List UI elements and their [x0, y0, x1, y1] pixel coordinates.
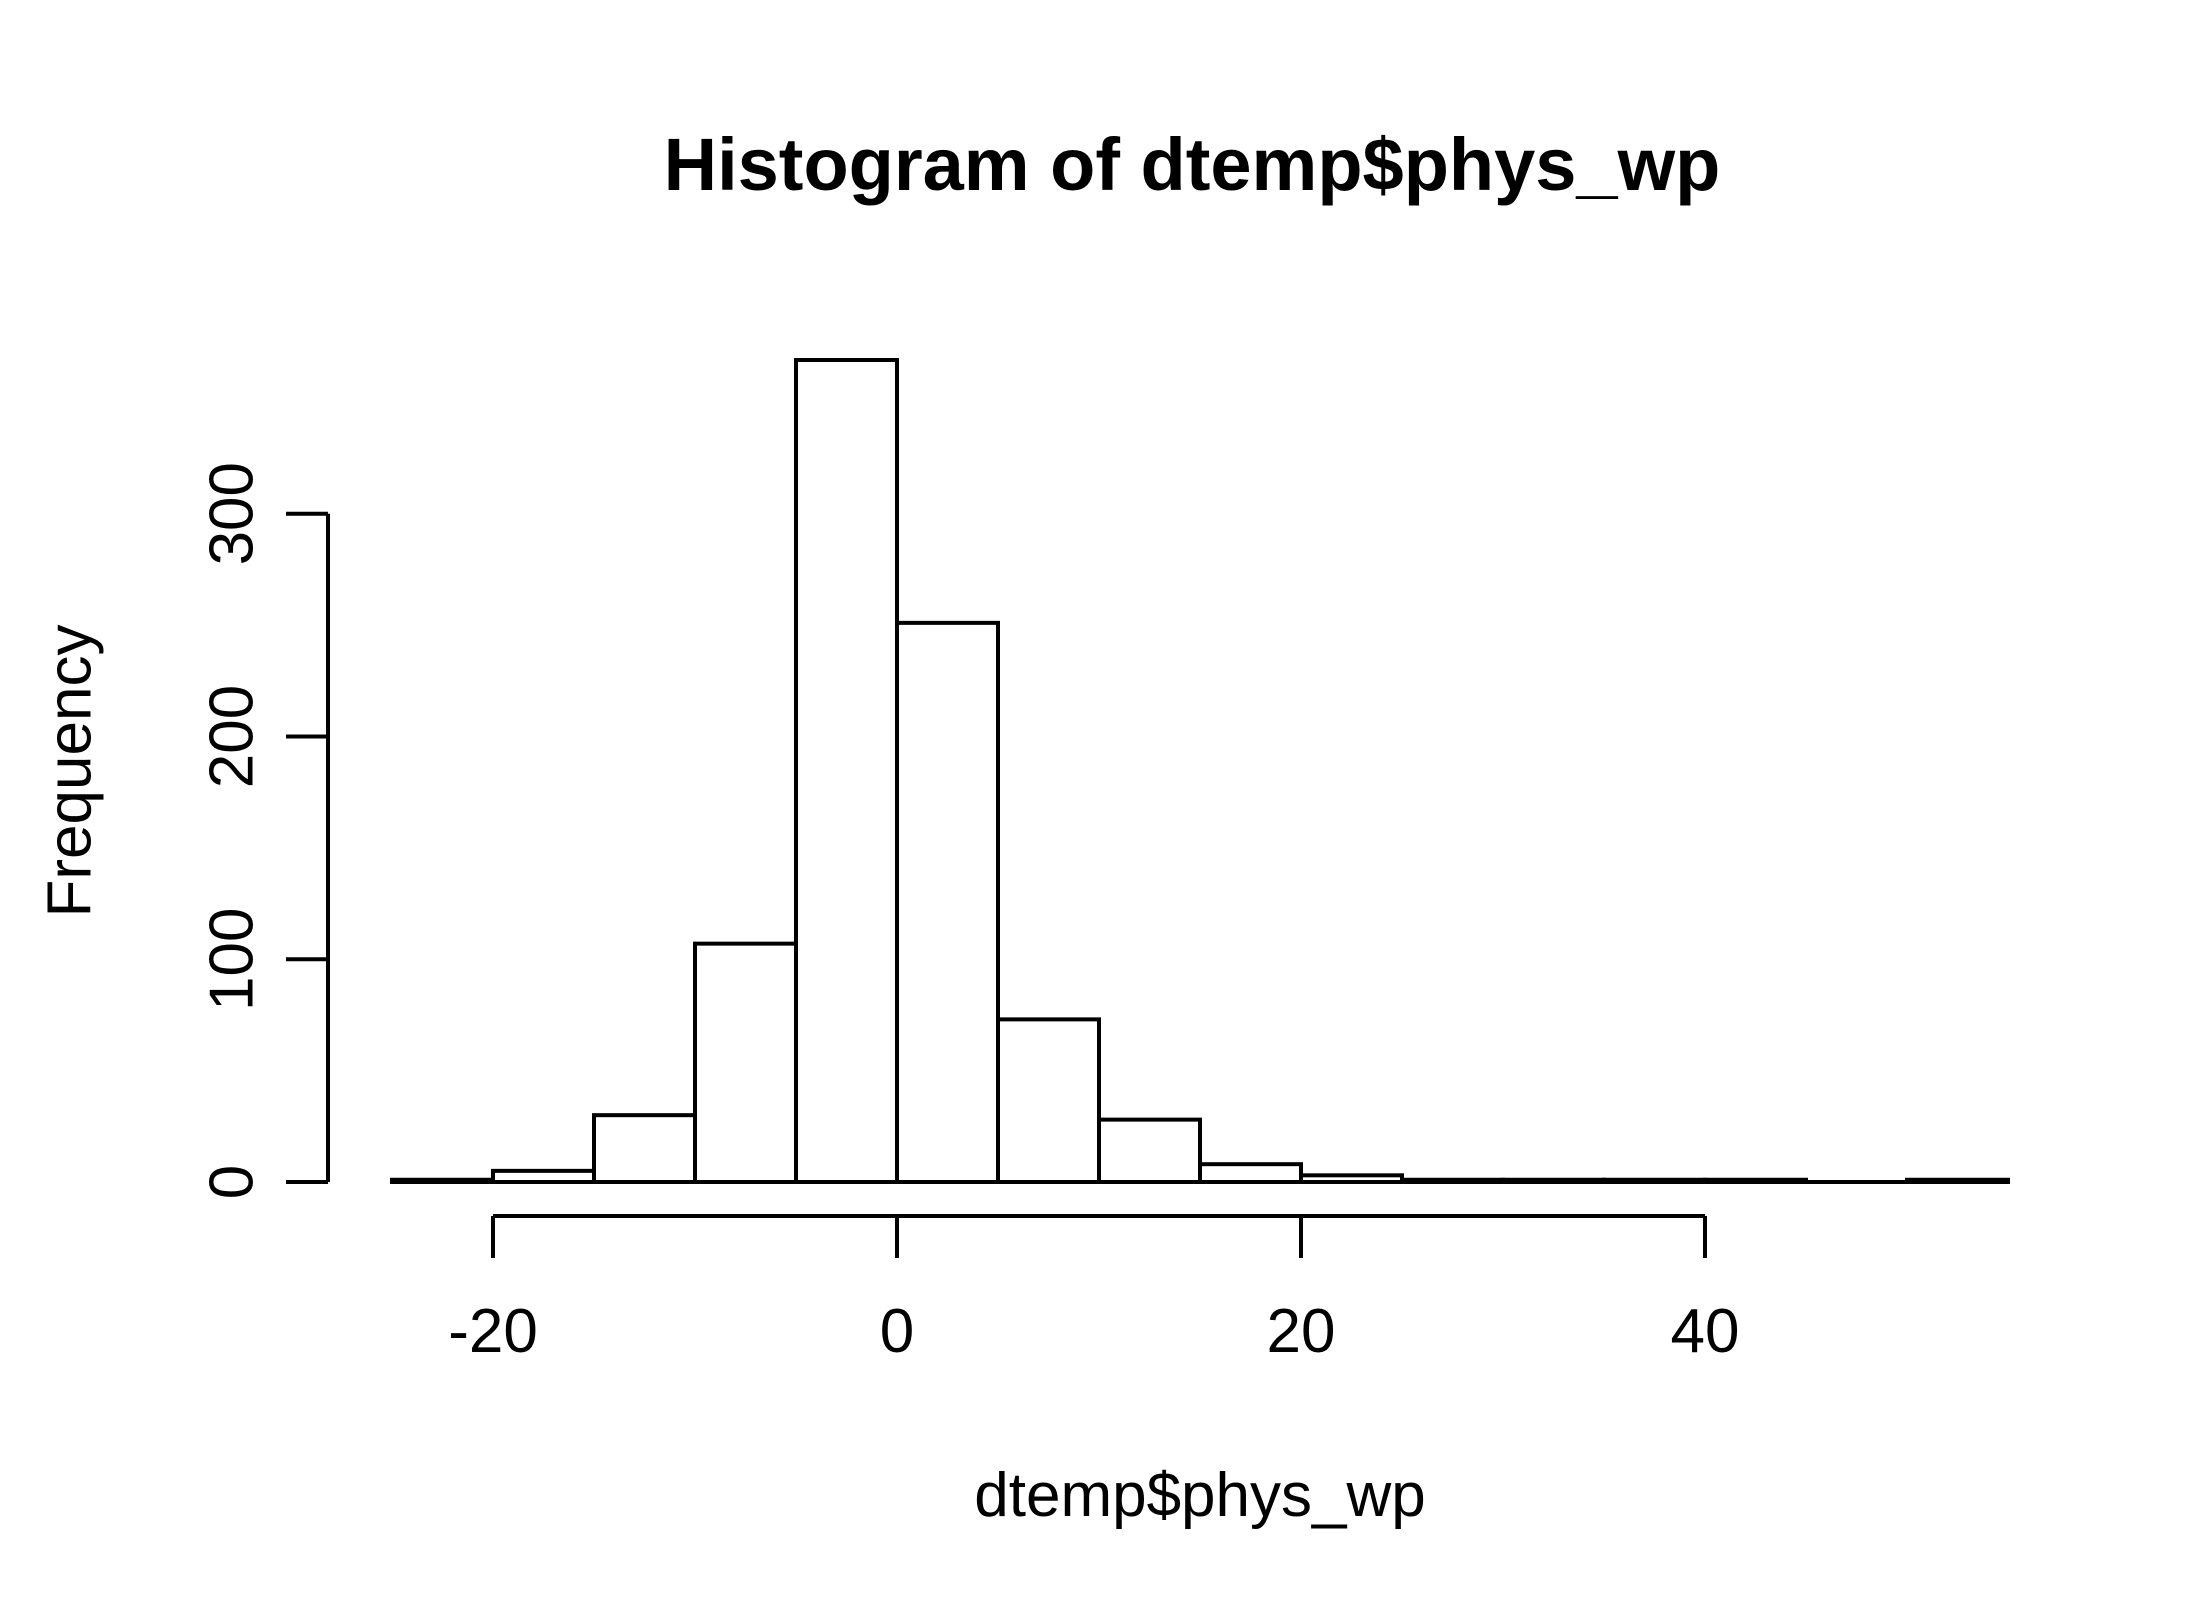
histogram-bar: [1501, 1177, 1606, 1184]
x-axis: -20 0 20 40: [448, 1214, 1740, 1366]
bars-group: [390, 358, 2010, 1185]
histogram-bar: [390, 1177, 495, 1184]
histogram-bar: [1299, 1173, 1404, 1184]
histogram-bar: [592, 1113, 697, 1185]
histogram-bar: [996, 1017, 1101, 1185]
histogram-bar: [1905, 1177, 2010, 1184]
y-tick-label: 200: [198, 685, 267, 788]
y-axis: 0 100 200 300: [198, 462, 330, 1199]
histogram-bar: [693, 941, 798, 1184]
y-tick-label: 300: [198, 462, 267, 565]
y-axis-label: Frequency: [36, 625, 105, 918]
histogram-bar: [1703, 1177, 1808, 1184]
histogram-bar: [1400, 1177, 1505, 1184]
x-axis-label: dtemp$phys_wp: [974, 1461, 1426, 1530]
x-tick-label: 40: [1671, 1297, 1740, 1366]
histogram-bar: [1097, 1117, 1202, 1184]
histogram-bar: [491, 1168, 596, 1185]
histogram-bar: [794, 358, 899, 1184]
y-tick-label: 0: [198, 1165, 267, 1199]
y-tick-label: 100: [198, 908, 267, 1011]
chart-title: Histogram of dtemp$phys_wp: [664, 123, 1721, 206]
x-tick-label: 0: [880, 1297, 914, 1366]
histogram-bar: [1198, 1162, 1303, 1184]
histogram-bar: [1602, 1177, 1707, 1184]
x-tick-label: 20: [1267, 1297, 1336, 1366]
histogram-bar: [895, 620, 1000, 1184]
x-tick-label: -20: [448, 1297, 538, 1366]
